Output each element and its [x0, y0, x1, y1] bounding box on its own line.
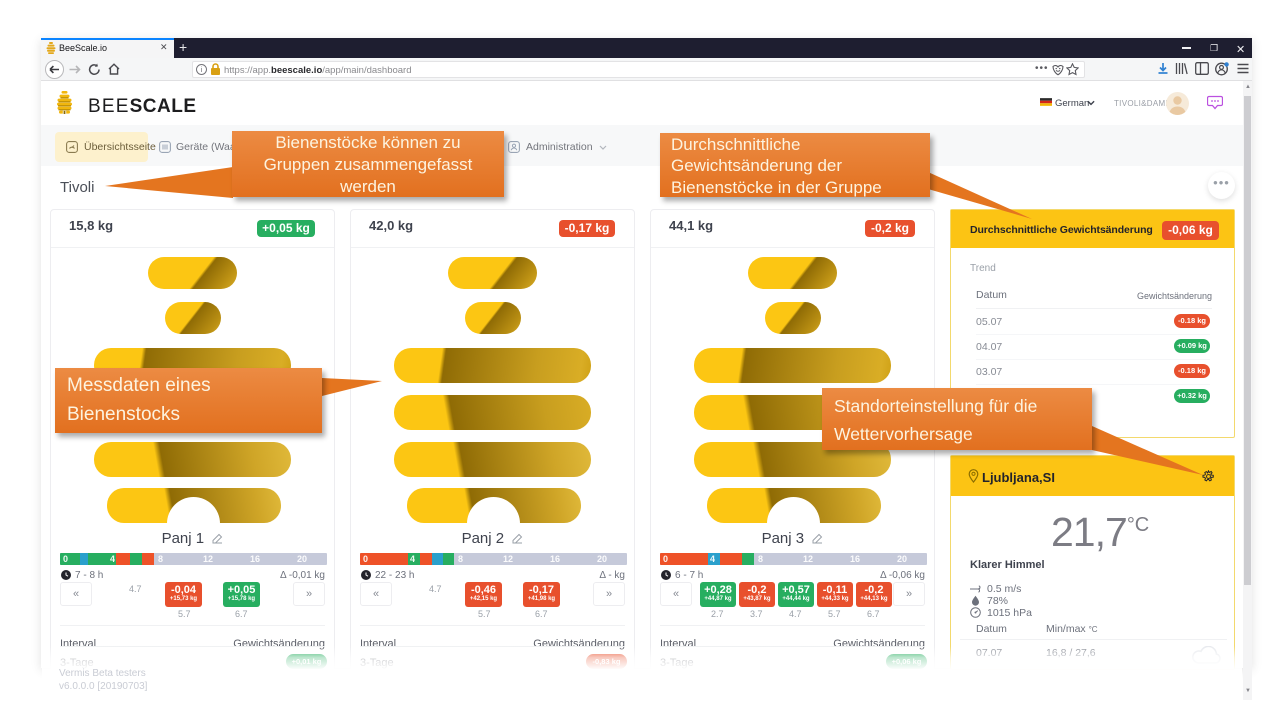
svg-text:i: i	[201, 65, 203, 74]
